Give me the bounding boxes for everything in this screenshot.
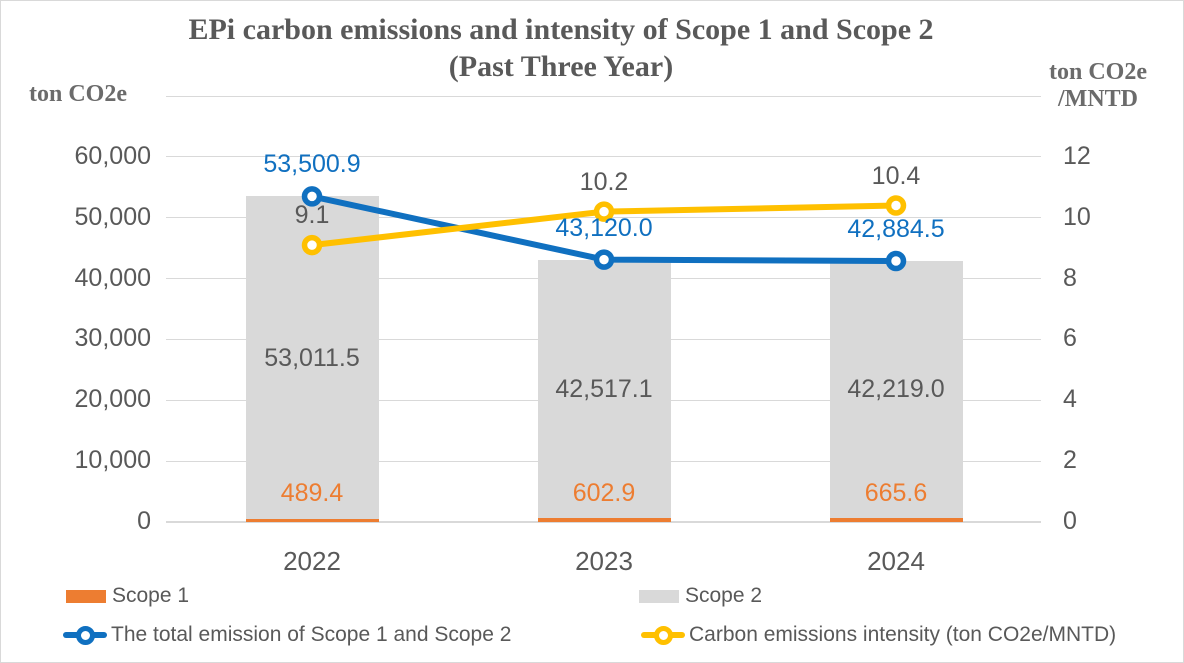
right-axis-tick-label: 8 [1063, 263, 1077, 292]
right-axis-tick-label: 0 [1063, 507, 1077, 535]
legend-bar-swatch-icon [66, 589, 106, 603]
legend-item-label: Scope 1 [112, 584, 190, 607]
gridline [166, 156, 1041, 158]
intensity-value-label: 10.2 [579, 167, 629, 196]
legend-item: Scope 1 [66, 584, 189, 608]
right-axis-tick-label: 12 [1063, 141, 1091, 170]
scope1-value-label: 602.9 [572, 479, 636, 507]
scope2-value-label: 42,219.0 [847, 375, 945, 404]
scope1-bar-segment [829, 517, 963, 522]
legend-item-label: Carbon emissions intensity (ton CO2e/MNT… [689, 623, 1117, 646]
chart-title-line2: (Past Three Year) [448, 50, 674, 83]
total-emission-point-marker [301, 186, 323, 207]
x-axis-category-label: 2024 [867, 546, 925, 576]
legend-line-marker-icon [63, 623, 107, 647]
right-axis-tick-label: 2 [1063, 446, 1077, 475]
left-axis-tick-label: 0 [137, 507, 151, 535]
left-axis-tick-label: 60,000 [74, 141, 151, 170]
scope2-value-label: 42,517.1 [555, 374, 653, 403]
total-emission-value-label: 43,120.0 [555, 213, 653, 242]
legend-item-label: The total emission of Scope 1 and Scope … [111, 623, 512, 646]
left-axis-tick-label: 20,000 [74, 385, 151, 414]
intensity-value-label: 10.4 [871, 161, 921, 190]
scope1-bar-segment [537, 518, 671, 522]
x-axis-line [166, 521, 1041, 523]
total-emission-point-marker [885, 250, 907, 272]
left-axis-tick-label: 30,000 [74, 324, 151, 353]
scope2-bar-segment [537, 259, 671, 519]
chart-title-line1: EPi carbon emissions and intensity of Sc… [188, 13, 934, 46]
scope2-value-label: 53,011.5 [264, 343, 360, 372]
right-axis-tick-label: 4 [1063, 385, 1077, 414]
right-axis-tick-label: 10 [1063, 202, 1091, 231]
total-emission-value-label: 42,884.5 [847, 215, 945, 244]
left-axis-tick-label: 10,000 [74, 446, 151, 475]
legend-bar-swatch-icon [639, 589, 679, 603]
legend-ring-marker [76, 626, 95, 645]
legend-item: The total emission of Scope 1 and Scope … [63, 623, 511, 647]
scope2-bar-segment [829, 261, 963, 518]
total-emission-value-label: 53,500.9 [263, 150, 361, 179]
x-axis-category-label: 2022 [283, 546, 341, 576]
right-axis-unit-label: ton CO2e /MNTD [1033, 59, 1163, 113]
legend-item: Scope 2 [639, 584, 762, 608]
legend-item-label: Scope 2 [685, 584, 763, 607]
intensity-point-marker [301, 234, 323, 256]
intensity-point-marker [593, 201, 615, 222]
right-axis-tick-label: 6 [1063, 324, 1077, 353]
left-axis-tick-label: 50,000 [74, 202, 151, 231]
left-axis-tick-label: 40,000 [74, 263, 151, 292]
legend-ring-marker [654, 626, 673, 645]
left-axis-unit-label: ton CO2e [29, 81, 127, 107]
scope1-value-label: 665.6 [864, 479, 928, 507]
legend-item: Carbon emissions intensity (ton CO2e/MNT… [641, 623, 1116, 647]
x-axis-category-label: 2023 [575, 546, 633, 576]
plot-area: 53,011.5 489.4 2022 42,517.1 602.9 2023 42,219… [166, 95, 1041, 574]
right-axis-unit-line1: ton CO2e [1049, 59, 1147, 85]
chart-title: EPi carbon emissions and intensity of Sc… [1, 11, 1121, 85]
intensity-value-label: 9.1 [294, 201, 330, 230]
gridline [166, 95, 1041, 97]
legend-line-marker-icon [641, 623, 685, 647]
intensity-point-marker [885, 195, 907, 216]
scope1-value-label: 489.4 [280, 479, 344, 507]
total-emission-point-marker [593, 249, 615, 270]
right-axis-unit-line2: /MNTD [1058, 86, 1138, 112]
scope1-bar-segment [245, 519, 379, 522]
line-series-layer [301, 186, 907, 272]
